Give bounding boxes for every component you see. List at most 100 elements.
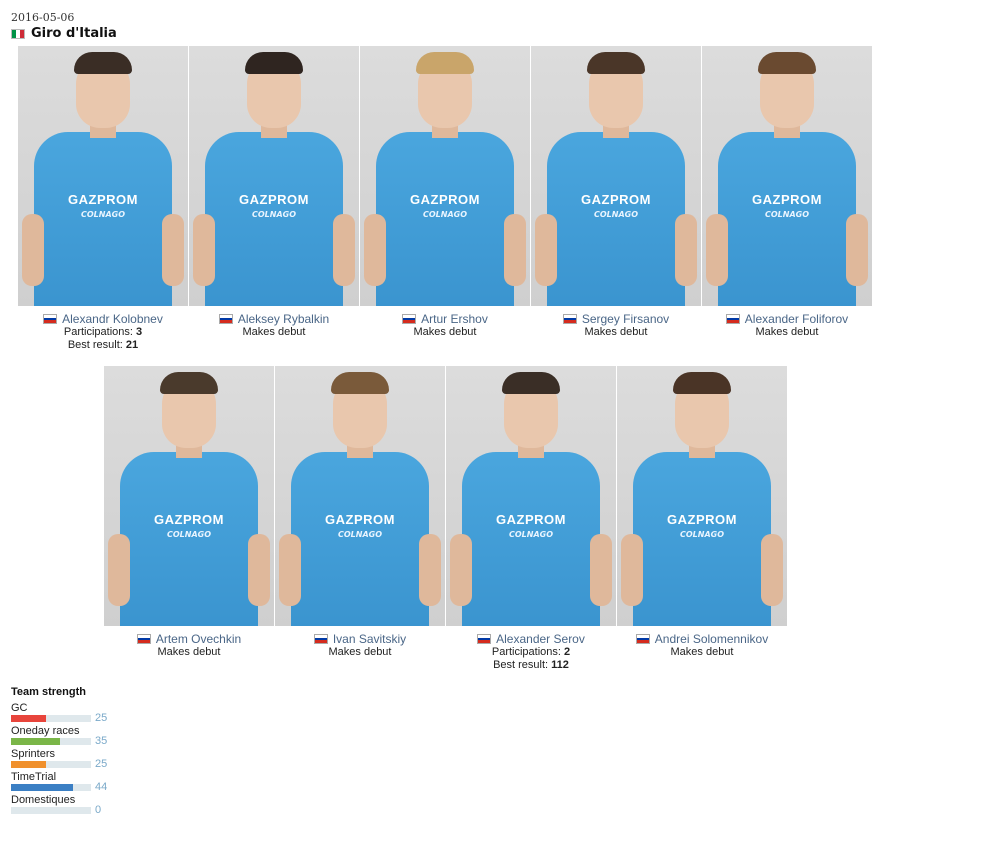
- strength-item: Sprinters 25: [11, 748, 121, 770]
- rider-name-row: Ivan Savitskiy: [275, 632, 445, 646]
- rider-card: GAZPROM COLNAGO Aleksey Rybalkin Makes debu…: [189, 46, 359, 339]
- rider-debut: Makes debut: [413, 326, 477, 338]
- rider-name-row: Alexandr Kolobnev: [18, 312, 188, 326]
- strength-bar-track: [11, 761, 91, 768]
- strength-item: TimeTrial 44: [11, 771, 121, 793]
- race-title[interactable]: Giro d'Italia: [11, 26, 117, 41]
- strength-item: Oneday races 35: [11, 725, 121, 747]
- jersey-logo: GAZPROM: [154, 512, 224, 527]
- strength-bar-track: [11, 715, 91, 722]
- team-strength-title: Team strength: [11, 686, 86, 698]
- rider-debut: Makes debut: [584, 326, 648, 338]
- strength-value: 44: [95, 781, 108, 793]
- strength-label: GC: [11, 702, 28, 714]
- rider-photo[interactable]: GAZPROM COLNAGO: [531, 46, 701, 306]
- russia-flag-icon: [43, 314, 58, 324]
- jersey-sponsor: COLNAGO: [593, 210, 639, 219]
- strength-bar-track: [11, 738, 91, 745]
- rider-name-link[interactable]: Ivan Savitskiy: [332, 632, 407, 646]
- rider-name-row: Andrei Solomennikov: [617, 632, 787, 646]
- rider-photo[interactable]: GAZPROM COLNAGO: [617, 366, 787, 626]
- jersey: [120, 452, 258, 626]
- rider-name-row: Alexander Serov: [446, 632, 616, 646]
- strength-bar-fill: [11, 738, 60, 745]
- jersey-logo: GAZPROM: [68, 192, 138, 207]
- rider-name-link[interactable]: Artur Ershov: [421, 312, 488, 326]
- rider-participations: Participations: 3: [63, 326, 143, 338]
- rider-name-row: Alexander Foliforov: [702, 312, 872, 326]
- jersey: [718, 132, 856, 306]
- rider-photo[interactable]: GAZPROM COLNAGO: [275, 366, 445, 626]
- rider-name-link[interactable]: Artem Ovechkin: [155, 632, 242, 646]
- russia-flag-icon: [635, 634, 650, 644]
- strength-bar-fill: [11, 715, 46, 722]
- rider-card: GAZPROM COLNAGO Ivan Savitskiy Makes debut: [275, 366, 445, 659]
- jersey: [462, 452, 600, 626]
- rider-photo[interactable]: GAZPROM COLNAGO: [446, 366, 616, 626]
- russia-flag-icon: [136, 634, 151, 644]
- rider-name-row: Artur Ershov: [360, 312, 530, 326]
- rider-photo[interactable]: GAZPROM COLNAGO: [189, 46, 359, 306]
- rider-card: GAZPROM COLNAGO Andrei Solomennikov Makes d…: [617, 366, 787, 659]
- russia-flag-icon: [562, 314, 577, 324]
- jersey: [291, 452, 429, 626]
- rider-photo[interactable]: GAZPROM COLNAGO: [702, 46, 872, 306]
- strength-label: Sprinters: [11, 748, 56, 760]
- strength-bar-fill: [11, 784, 73, 791]
- jersey-logo: GAZPROM: [581, 192, 651, 207]
- jersey-sponsor: COLNAGO: [764, 210, 810, 219]
- rider-name-link[interactable]: Sergey Firsanov: [581, 312, 670, 326]
- strength-item: GC 25: [11, 702, 121, 724]
- rider-card: GAZPROM COLNAGO Alexander Foliforov Makes d…: [702, 46, 872, 339]
- strength-value: 0: [95, 804, 102, 816]
- jersey-sponsor: COLNAGO: [508, 530, 554, 539]
- russia-flag-icon: [477, 634, 492, 644]
- russia-flag-icon: [402, 314, 417, 324]
- strength-value: 25: [95, 712, 108, 724]
- rider-photo[interactable]: GAZPROM COLNAGO: [360, 46, 530, 306]
- rider-debut: Makes debut: [755, 326, 819, 338]
- strength-bar-track: [11, 784, 91, 791]
- jersey: [633, 452, 771, 626]
- race-name[interactable]: Giro d'Italia: [31, 26, 117, 41]
- rider-card: GAZPROM COLNAGO Artur Ershov Makes debut: [360, 46, 530, 339]
- jersey-sponsor: COLNAGO: [679, 530, 725, 539]
- jersey-sponsor: COLNAGO: [80, 210, 126, 219]
- jersey: [547, 132, 685, 306]
- strength-value: 35: [95, 735, 108, 747]
- jersey-logo: GAZPROM: [752, 192, 822, 207]
- jersey-logo: GAZPROM: [496, 512, 566, 527]
- rider-photo[interactable]: GAZPROM COLNAGO: [18, 46, 188, 306]
- rider-name-link[interactable]: Andrei Solomennikov: [654, 632, 769, 646]
- rider-name-row: Sergey Firsanov: [531, 312, 701, 326]
- jersey-sponsor: COLNAGO: [251, 210, 297, 219]
- rider-photo[interactable]: GAZPROM COLNAGO: [104, 366, 274, 626]
- strength-label: Domestiques: [11, 794, 76, 806]
- jersey-logo: GAZPROM: [667, 512, 737, 527]
- rider-debut: Makes debut: [242, 326, 306, 338]
- rider-debut: Makes debut: [157, 646, 221, 658]
- strength-label: Oneday races: [11, 725, 80, 737]
- rider-name-link[interactable]: Aleksey Rybalkin: [237, 312, 330, 326]
- rider-debut: Makes debut: [328, 646, 392, 658]
- jersey: [34, 132, 172, 306]
- rider-best-result: Best result: 21: [67, 339, 139, 351]
- rider-card: GAZPROM COLNAGO Sergey Firsanov Makes debut: [531, 46, 701, 339]
- race-date: 2016-05-06: [11, 11, 75, 24]
- rider-card: GAZPROM COLNAGO Alexander Serov Participati…: [446, 366, 616, 672]
- jersey-sponsor: COLNAGO: [422, 210, 468, 219]
- strength-label: TimeTrial: [11, 771, 57, 783]
- rider-best-result: Best result: 112: [493, 659, 569, 671]
- rider-name-row: Aleksey Rybalkin: [189, 312, 359, 326]
- rider-name-link[interactable]: Alexandr Kolobnev: [62, 312, 163, 326]
- russia-flag-icon: [313, 634, 328, 644]
- rider-name-link[interactable]: Alexander Foliforov: [744, 312, 849, 326]
- jersey: [376, 132, 514, 306]
- jersey-sponsor: COLNAGO: [337, 530, 383, 539]
- strength-value: 25: [95, 758, 108, 770]
- rider-name-link[interactable]: Alexander Serov: [496, 632, 585, 646]
- italy-flag-icon: [11, 28, 25, 39]
- jersey-logo: GAZPROM: [410, 192, 480, 207]
- rider-participations: Participations: 2: [491, 646, 571, 658]
- rider-card: GAZPROM COLNAGO Artem Ovechkin Makes debut: [104, 366, 274, 659]
